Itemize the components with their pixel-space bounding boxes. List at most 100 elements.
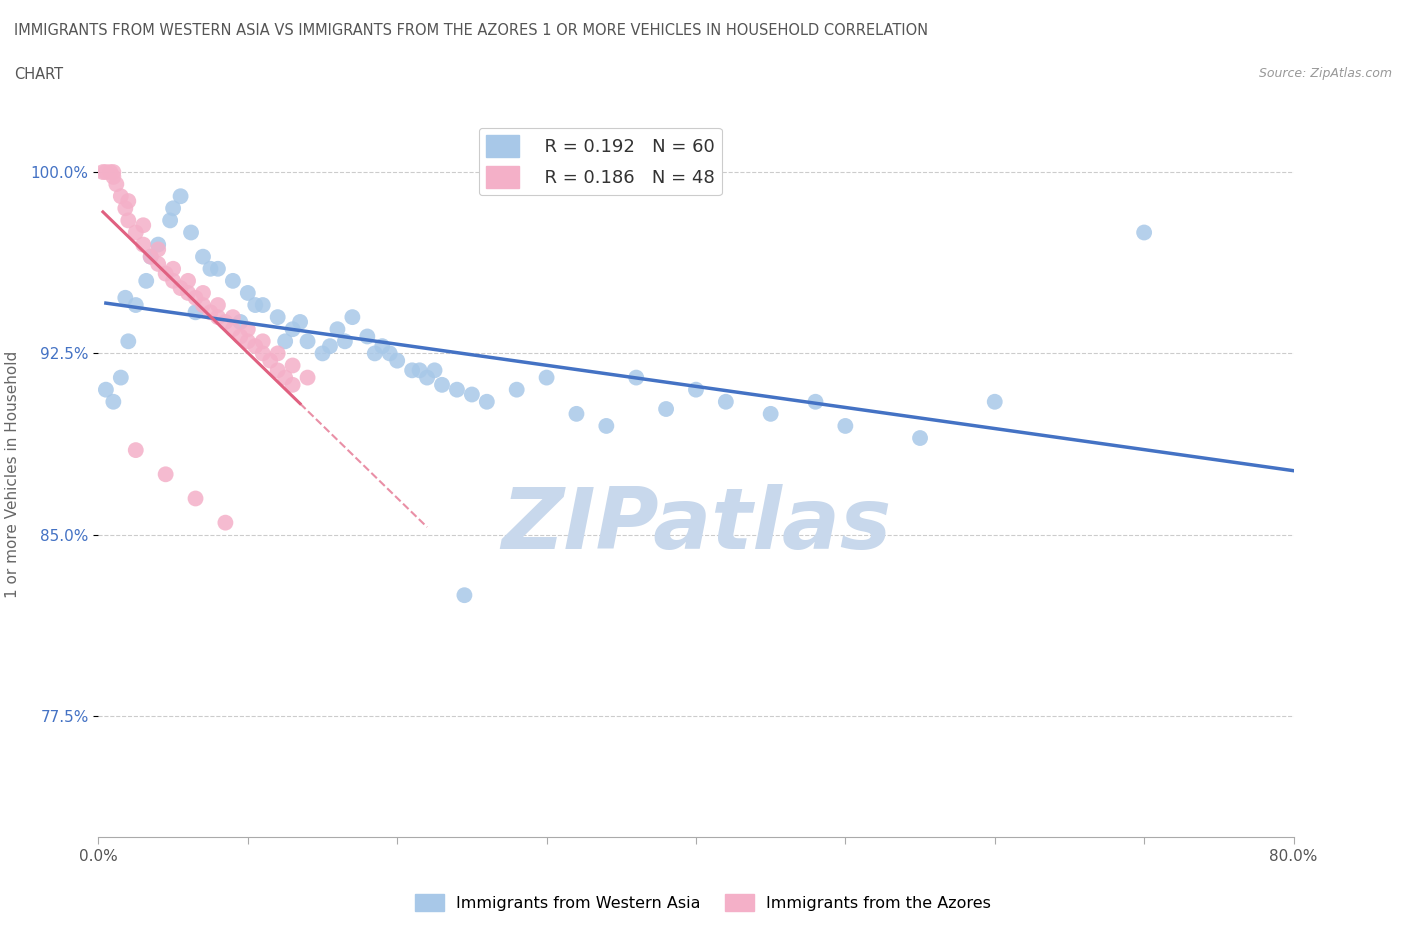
Point <box>155 266 177 281</box>
Point <box>378 346 401 361</box>
Point <box>461 387 484 402</box>
Point <box>155 467 177 482</box>
Point <box>94 165 117 179</box>
Point <box>94 382 117 397</box>
Point <box>274 334 297 349</box>
Point <box>148 242 170 257</box>
Point <box>274 370 297 385</box>
Point <box>356 329 378 344</box>
Point <box>416 370 439 385</box>
Point <box>222 322 245 337</box>
Point <box>139 249 162 264</box>
Point <box>446 382 468 397</box>
Point <box>565 406 588 421</box>
Point <box>162 273 184 288</box>
Point <box>191 249 214 264</box>
Point <box>159 213 181 228</box>
Point <box>162 201 184 216</box>
Point <box>297 370 319 385</box>
Point <box>117 334 139 349</box>
Point <box>423 363 446 378</box>
Point <box>191 298 214 312</box>
Y-axis label: 1 or more Vehicles in Household: 1 or more Vehicles in Household <box>4 351 20 598</box>
Point <box>333 334 356 349</box>
Text: ZIPatlas: ZIPatlas <box>501 484 891 566</box>
Point <box>364 346 387 361</box>
Point <box>103 165 125 179</box>
Point <box>148 237 170 252</box>
Point <box>626 370 648 385</box>
Point <box>759 406 782 421</box>
Point <box>207 310 229 325</box>
Point <box>281 358 304 373</box>
Point <box>281 322 304 337</box>
Point <box>200 305 222 320</box>
Point <box>655 402 678 417</box>
Point <box>117 193 139 208</box>
Point <box>214 314 236 329</box>
Point <box>207 298 229 312</box>
Point <box>908 431 931 445</box>
Point <box>169 189 191 204</box>
Point <box>169 281 191 296</box>
Point <box>326 322 349 337</box>
Point <box>288 314 311 329</box>
Point <box>184 491 207 506</box>
Point <box>236 286 259 300</box>
Point <box>191 286 214 300</box>
Point <box>342 310 364 325</box>
Point <box>125 298 148 312</box>
Point <box>177 273 200 288</box>
Point <box>91 165 114 179</box>
Legend:   R = 0.192   N = 60,   R = 0.186   N = 48: R = 0.192 N = 60, R = 0.186 N = 48 <box>479 128 721 195</box>
Point <box>319 339 342 353</box>
Point <box>685 382 707 397</box>
Point <box>453 588 475 603</box>
Point <box>252 346 274 361</box>
Point <box>117 213 139 228</box>
Point <box>114 290 136 305</box>
Point <box>714 394 737 409</box>
Point <box>506 382 529 397</box>
Point <box>132 218 155 232</box>
Point <box>125 225 148 240</box>
Point <box>984 394 1007 409</box>
Text: CHART: CHART <box>14 67 63 82</box>
Text: Source: ZipAtlas.com: Source: ZipAtlas.com <box>1258 67 1392 80</box>
Point <box>125 443 148 458</box>
Point <box>408 363 430 378</box>
Point <box>139 249 162 264</box>
Point <box>207 261 229 276</box>
Point <box>98 165 122 179</box>
Point <box>804 394 827 409</box>
Point <box>200 261 222 276</box>
Point <box>229 329 252 344</box>
Point <box>267 346 290 361</box>
Point <box>236 322 259 337</box>
Point <box>536 370 558 385</box>
Point <box>297 334 319 349</box>
Point <box>430 378 453 392</box>
Point <box>184 290 207 305</box>
Point <box>595 418 617 433</box>
Point <box>135 273 157 288</box>
Point <box>222 310 245 325</box>
Point <box>252 298 274 312</box>
Point <box>245 298 267 312</box>
Point <box>110 370 132 385</box>
Point <box>385 353 409 368</box>
Point <box>267 310 290 325</box>
Point <box>162 261 184 276</box>
Legend: Immigrants from Western Asia, Immigrants from the Azores: Immigrants from Western Asia, Immigrants… <box>408 888 998 917</box>
Point <box>222 273 245 288</box>
Point <box>114 201 136 216</box>
Text: IMMIGRANTS FROM WESTERN ASIA VS IMMIGRANTS FROM THE AZORES 1 OR MORE VEHICLES IN: IMMIGRANTS FROM WESTERN ASIA VS IMMIGRAN… <box>14 23 928 38</box>
Point <box>281 378 304 392</box>
Point <box>103 169 125 184</box>
Point <box>184 305 207 320</box>
Point <box>132 237 155 252</box>
Point <box>311 346 333 361</box>
Point <box>267 363 290 378</box>
Point <box>371 339 394 353</box>
Point <box>214 515 236 530</box>
